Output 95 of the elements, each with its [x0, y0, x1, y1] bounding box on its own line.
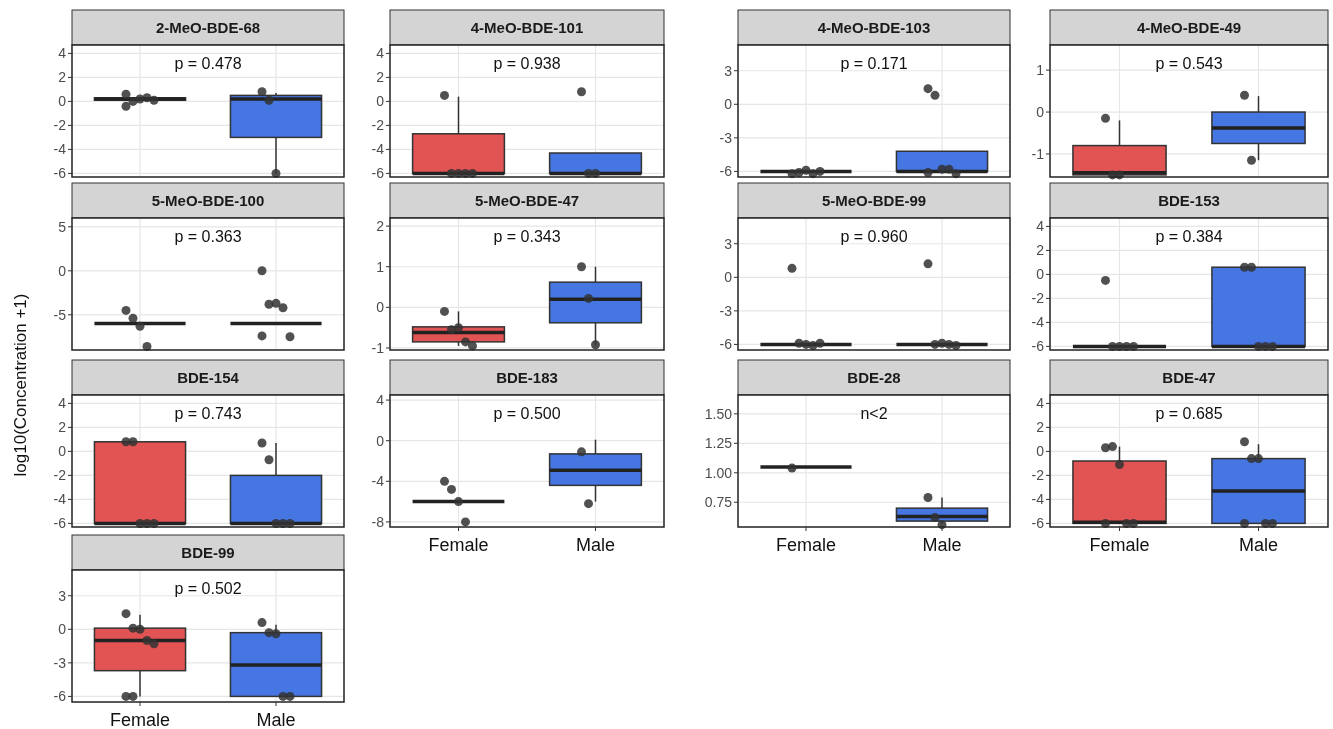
- y-tick-label: -4: [1031, 314, 1045, 331]
- annotation: p = 0.743: [174, 405, 242, 422]
- y-tick-label: 0: [58, 443, 67, 460]
- y-tick-label: -6: [719, 336, 733, 353]
- y-tick-label: 2: [58, 419, 67, 436]
- chart-title: BDE-153: [1158, 192, 1220, 209]
- y-tick-label: -5: [53, 306, 67, 323]
- x-tick-label: Female: [775, 535, 837, 555]
- y-tick-label: -4: [371, 141, 385, 158]
- y-tick-label: 1.50: [704, 405, 733, 422]
- y-tick-label: -6: [53, 165, 67, 182]
- y-tick-label: 2: [1036, 242, 1045, 259]
- y-tick-label: 0: [1036, 443, 1045, 460]
- y-tick-label: -4: [1031, 491, 1045, 508]
- y-tick-label: 0: [58, 262, 67, 279]
- x-tick-label: Male: [575, 535, 616, 555]
- y-tick-label: -2: [371, 117, 385, 134]
- annotation: n<2: [860, 405, 888, 422]
- y-tick-label: -4: [53, 491, 67, 508]
- chart-title: BDE-47: [1162, 369, 1216, 386]
- y-tick-label: -3: [719, 302, 733, 319]
- y-tick-label: -6: [53, 515, 67, 532]
- y-tick-label: -8: [371, 513, 385, 530]
- y-tick-label: 3: [724, 62, 733, 79]
- x-tick-label: Male: [1238, 535, 1279, 555]
- y-tick-label: 1: [376, 258, 385, 275]
- annotation: p = 0.384: [1155, 228, 1223, 245]
- y-tick-label: 1.00: [704, 464, 733, 481]
- y-tick-label: 3: [58, 587, 67, 604]
- y-tick-label: 2: [58, 69, 67, 86]
- y-tick-label: -3: [53, 654, 67, 671]
- y-tick-label: 0: [724, 269, 733, 286]
- chart-title: 4-MeO-BDE-49: [1136, 19, 1242, 36]
- y-tick-label: 2: [376, 69, 385, 86]
- x-tick-label: Female: [428, 535, 489, 555]
- x-tick-label: Male: [922, 535, 962, 555]
- annotation: p = 0.543: [1155, 55, 1223, 72]
- y-tick-label: -6: [1031, 515, 1045, 532]
- chart-title: 5-MeO-BDE-100: [151, 192, 265, 209]
- chart-title: 4-MeO-BDE-103: [817, 19, 931, 36]
- y-tick-label: -2: [1031, 467, 1045, 484]
- annotation: p = 0.478: [174, 55, 242, 72]
- x-tick-label: Male: [256, 710, 296, 729]
- y-tick-label: 4: [1036, 395, 1045, 412]
- annotation: p = 0.500: [493, 405, 561, 422]
- x-tick-label: Female: [109, 710, 171, 729]
- y-tick-label: 4: [1036, 218, 1045, 235]
- y-tick-label: 4: [376, 392, 385, 409]
- annotation: p = 0.685: [1155, 405, 1223, 422]
- y-tick-label: 0: [724, 96, 733, 113]
- y-tick-label: -4: [53, 141, 67, 158]
- y-tick-label: 0: [376, 93, 385, 110]
- annotation: p = 0.363: [174, 228, 242, 245]
- y-tick-label: -2: [53, 467, 67, 484]
- chart-title: 4-MeO-BDE-101: [470, 19, 584, 36]
- y-tick-label: 0: [1036, 104, 1045, 121]
- y-tick-label: -3: [719, 129, 733, 146]
- y-tick-label: 4: [58, 45, 67, 62]
- y-tick-label: -6: [53, 688, 67, 705]
- y-tick-label: -1: [1031, 145, 1045, 162]
- y-tick-label: -6: [719, 163, 733, 180]
- y-tick-label: 0: [376, 299, 385, 316]
- annotation: p = 0.938: [493, 55, 561, 72]
- y-tick-label: 3: [724, 235, 733, 252]
- x-tick-label: Female: [1089, 535, 1150, 555]
- y-tick-label: -1: [371, 339, 385, 356]
- chart-title: 5-MeO-BDE-47: [474, 192, 580, 209]
- y-tick-label: -6: [1031, 338, 1045, 355]
- chart-title: BDE-183: [496, 369, 558, 386]
- annotation: p = 0.171: [840, 55, 908, 72]
- y-tick-label: 2: [376, 218, 385, 235]
- chart-title: BDE-154: [177, 369, 240, 386]
- y-tick-label: -2: [53, 117, 67, 134]
- y-tick-label: 0.75: [704, 494, 733, 511]
- annotation: p = 0.343: [493, 228, 561, 245]
- annotation: p = 0.502: [174, 580, 242, 597]
- chart-title: BDE-99: [181, 544, 235, 561]
- y-tick-label: 0: [58, 621, 67, 638]
- y-tick-label: -6: [371, 165, 385, 182]
- y-tick-label: -4: [371, 473, 385, 490]
- y-tick-label: 4: [376, 45, 385, 62]
- y-axis-title: log10(Concentration +1): [11, 293, 30, 477]
- chart-title: BDE-28: [847, 369, 901, 386]
- annotation: p = 0.960: [840, 228, 908, 245]
- y-tick-label: 1: [1036, 62, 1045, 79]
- y-tick-label: 0: [1036, 266, 1045, 283]
- y-tick-label: 5: [58, 218, 67, 235]
- chart-title: 5-MeO-BDE-99: [821, 192, 927, 209]
- chart-title: 2-MeO-BDE-68: [155, 19, 261, 36]
- y-tick-label: 0: [58, 93, 67, 110]
- y-tick-label: 1.25: [704, 435, 733, 452]
- y-tick-label: -2: [1031, 290, 1045, 307]
- y-tick-label: 2: [1036, 419, 1045, 436]
- y-tick-label: 4: [58, 395, 67, 412]
- y-tick-label: 0: [376, 432, 385, 449]
